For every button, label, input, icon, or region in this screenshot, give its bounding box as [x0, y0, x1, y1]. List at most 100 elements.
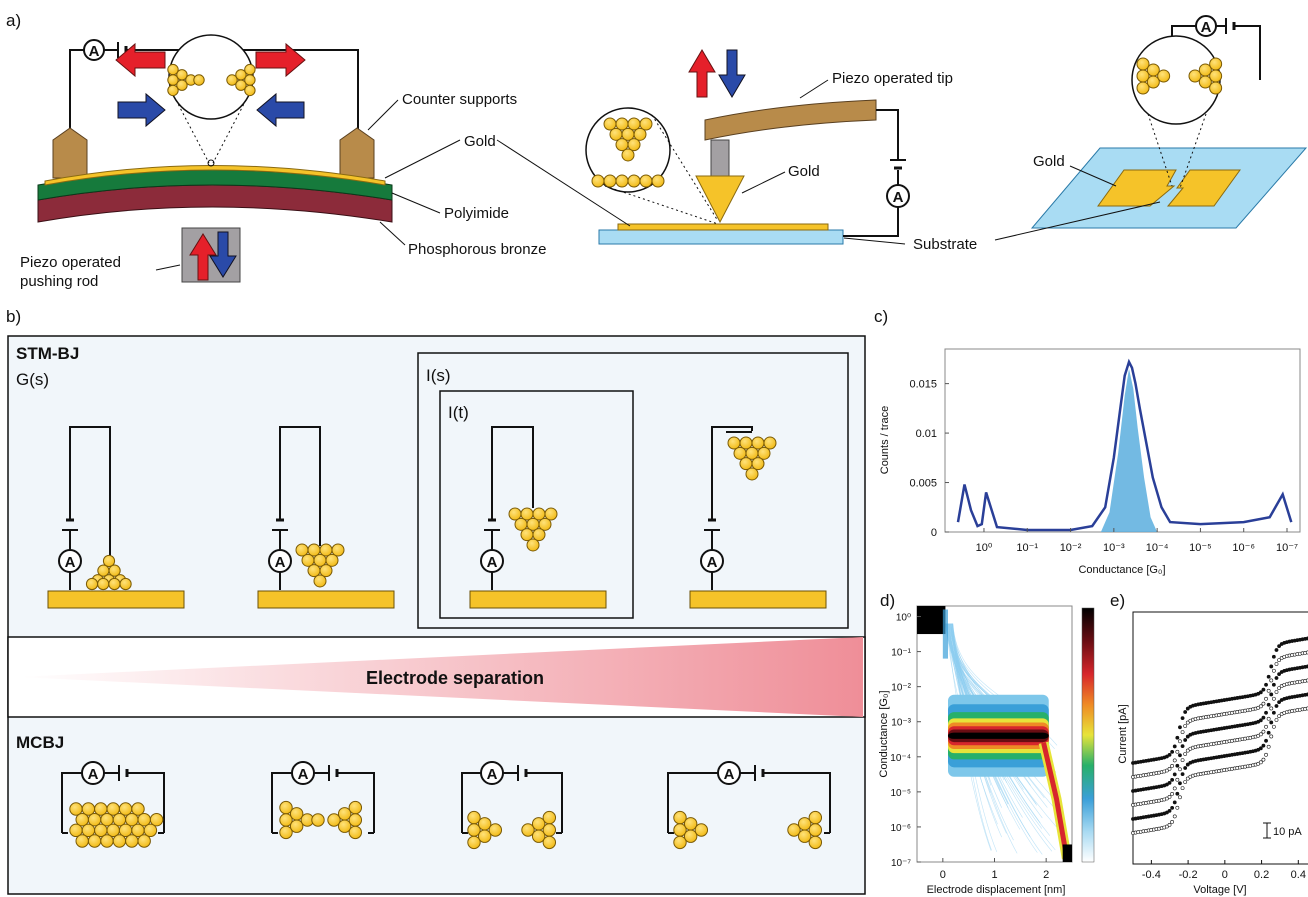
gold-atom — [144, 824, 156, 836]
ammeter-label: A — [487, 554, 498, 571]
panel-e: e) -0.4 -0.2 0 0.2 0.4 10 pA Voltage [V] Cur… — [1110, 591, 1308, 896]
iv-point — [1178, 782, 1181, 785]
gold-atom — [245, 85, 255, 95]
gold-atom — [314, 575, 326, 587]
pull-arrow-left-icon — [116, 44, 165, 76]
push-arrow-right-icon — [118, 94, 165, 126]
tip-holder — [711, 140, 729, 176]
pushing-rod-label-1: Piezo operated — [20, 254, 121, 271]
leader-line — [392, 193, 440, 213]
iv-point — [1272, 725, 1275, 728]
gold-atom — [489, 824, 501, 836]
iv-point — [1184, 738, 1187, 741]
gold-atom — [628, 175, 640, 187]
iv-point — [1270, 721, 1273, 724]
gold-atom — [809, 811, 821, 823]
arrow-down-icon — [719, 50, 745, 97]
gold-atom — [527, 539, 539, 551]
iv-point — [1171, 806, 1174, 809]
iv-point — [1259, 761, 1262, 764]
panel-a-label: a) — [6, 11, 21, 30]
iv-point — [1168, 767, 1171, 770]
iv-point — [1184, 780, 1187, 783]
iv-point — [1181, 772, 1184, 775]
d-y-ticks: 10⁰10⁻¹10⁻²10⁻³10⁻⁴10⁻⁵10⁻⁶10⁻⁷ — [890, 613, 921, 869]
ammeter-label: A — [65, 554, 76, 571]
iv-point — [1184, 766, 1187, 769]
iv-point — [1272, 697, 1275, 700]
gold-atom — [604, 175, 616, 187]
gold-atom — [349, 801, 361, 813]
iv-point — [1262, 702, 1265, 705]
polyimide-label: Polyimide — [444, 205, 509, 222]
iv-point — [1267, 689, 1270, 692]
gold-atom — [245, 64, 255, 74]
gold-atom — [109, 578, 120, 589]
iv-point — [1171, 778, 1174, 781]
y-tick-label: 10⁻² — [891, 683, 911, 694]
gold-electrode — [258, 591, 394, 608]
iv-point — [1259, 691, 1262, 694]
mcbj-title: MCBJ — [16, 733, 64, 752]
y-tick-label: 10⁻¹ — [891, 648, 911, 659]
iv-point — [1176, 792, 1179, 795]
substrate-label: Substrate — [913, 236, 977, 253]
push-arrow-left-icon — [257, 94, 304, 126]
gold-atom — [349, 814, 361, 826]
iv-point — [1259, 747, 1262, 750]
plateau-band — [948, 733, 1049, 739]
gold-atom — [101, 835, 113, 847]
x-tick-label: -0.2 — [1179, 869, 1198, 881]
x-tick-label: -0.4 — [1142, 869, 1161, 881]
x-tick-label: 10⁰ — [976, 542, 993, 554]
leader-line — [800, 80, 828, 98]
gold-atom — [245, 75, 255, 85]
y-tick-label: 10⁻⁶ — [890, 823, 911, 834]
y-tick-label: 0.015 — [909, 379, 937, 391]
gold-atom — [1210, 70, 1222, 82]
iv-point — [1270, 707, 1273, 710]
iv-point — [1168, 781, 1171, 784]
iv-point — [1259, 705, 1262, 708]
gold-atom — [622, 149, 634, 161]
leader-line — [742, 172, 785, 193]
y-tick-label: 10⁻⁷ — [891, 858, 911, 869]
iv-point — [1168, 795, 1171, 798]
counter-support-left — [53, 128, 87, 178]
gold-atom — [543, 824, 555, 836]
ammeter-label: A — [707, 554, 718, 571]
gold-electrode — [470, 591, 606, 608]
d-ylabel: Conductance [G₀] — [878, 690, 890, 777]
gold-electrode — [690, 591, 826, 608]
contact-tail — [943, 610, 948, 659]
iv-point — [1181, 716, 1184, 719]
scale-bar-label: 10 pA — [1273, 826, 1302, 838]
counter-support-right — [340, 128, 374, 178]
ammeter-label: A — [275, 554, 286, 571]
gold-atom — [746, 468, 758, 480]
leader-line — [156, 265, 180, 270]
iv-point — [1184, 724, 1187, 727]
iv-point — [1275, 662, 1278, 665]
gold-atom — [543, 836, 555, 848]
iv-point — [1176, 736, 1179, 739]
iv-point — [1264, 683, 1267, 686]
c-y-ticks: 00.0050.010.015 — [909, 379, 949, 539]
iv-point — [1275, 648, 1278, 651]
ammeter-label: A — [724, 766, 735, 783]
gold-atom — [640, 175, 652, 187]
x-tick-label: 10⁻⁷ — [1276, 542, 1298, 554]
iv-point — [1168, 753, 1171, 756]
x-tick-label: 10⁻¹ — [1016, 542, 1038, 554]
arrow-up-icon — [689, 50, 715, 97]
x-tick-label: 0.4 — [1291, 869, 1306, 881]
gold-atom — [809, 836, 821, 848]
iv-point — [1178, 740, 1181, 743]
iv-point — [1272, 669, 1275, 672]
colorbar — [1082, 608, 1094, 862]
iv-point — [1184, 710, 1187, 713]
y-tick-label: 10⁰ — [896, 613, 911, 624]
iv-point — [1173, 815, 1176, 818]
litho-setup: A Gold — [995, 16, 1306, 240]
